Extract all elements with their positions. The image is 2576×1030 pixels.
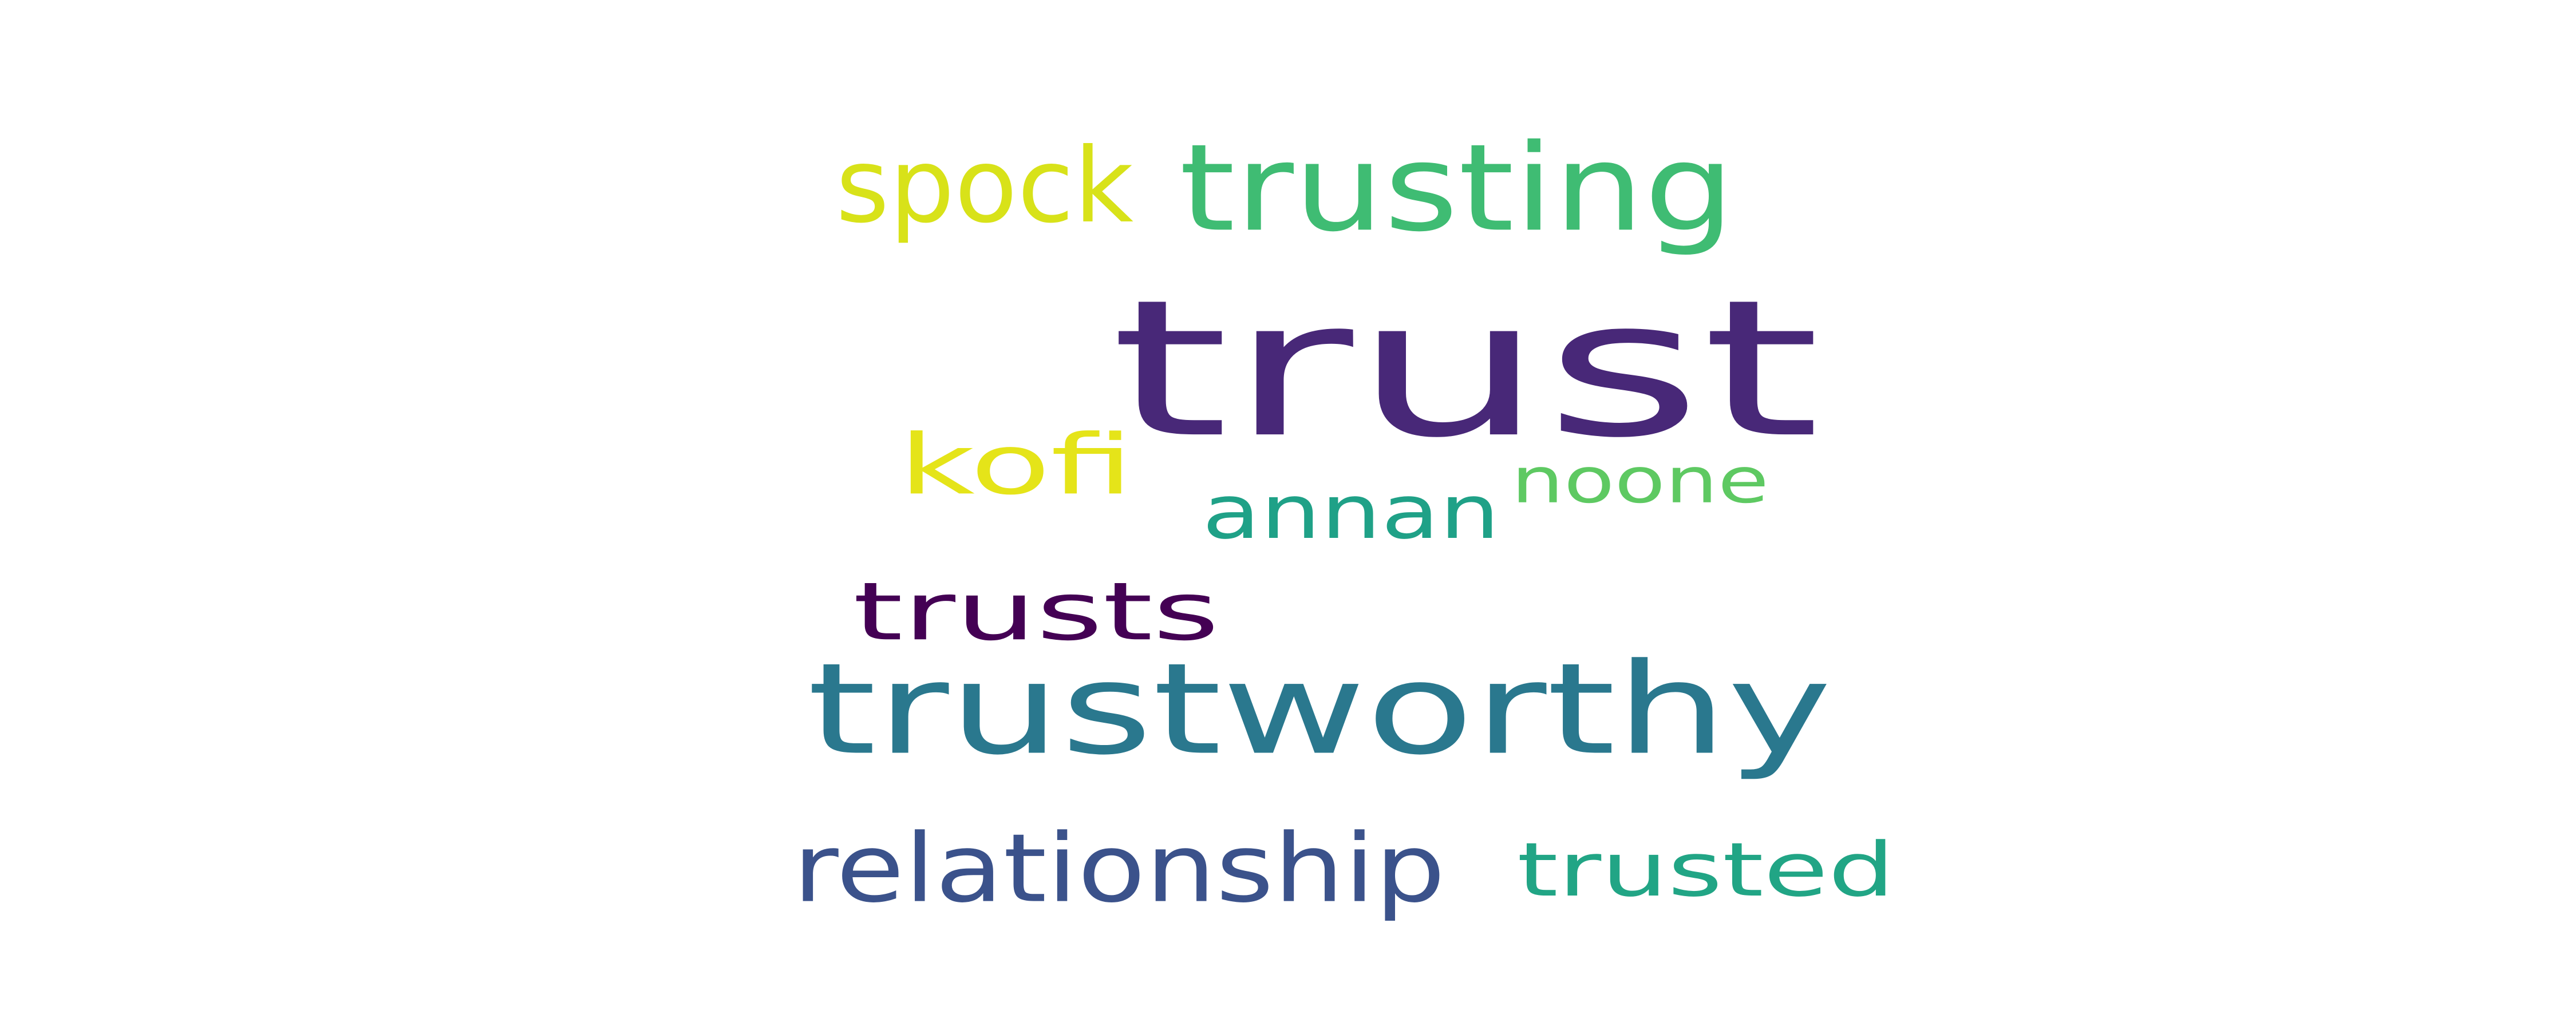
word-trusted: trusted [1517,826,1895,913]
word-trusts: trusts [853,565,1220,659]
word-trust: trust [1111,259,1820,480]
word-noone: noone [1511,443,1769,518]
word-kofi: kofi [899,416,1133,513]
word-annan: annan [1202,469,1500,556]
word-spock: spock [836,125,1134,246]
word-relationship: relationship [793,813,1445,924]
word-trusting: trusting [1179,118,1735,259]
word-trustworthy: trustworthy [807,636,1832,783]
